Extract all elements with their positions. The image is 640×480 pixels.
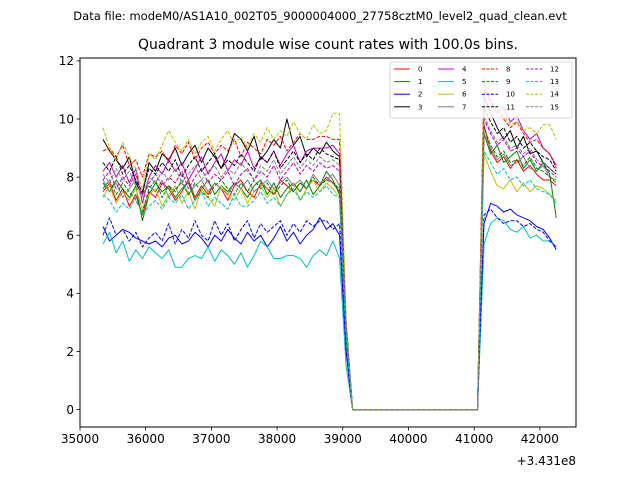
legend-label-1: 1 <box>418 78 422 86</box>
legend-label-12: 12 <box>550 66 559 74</box>
legend-label-5: 5 <box>462 78 466 86</box>
y-axis: 0 2 4 6 8 10 12 <box>59 54 80 417</box>
y-tick-label: 6 <box>66 229 74 243</box>
series-line-0 <box>102 124 557 411</box>
series-line-13 <box>102 150 557 411</box>
y-tick-label: 10 <box>59 112 74 126</box>
x-tick-label: 39000 <box>324 432 362 446</box>
y-tick-label: 0 <box>66 403 74 417</box>
legend-box <box>389 61 573 119</box>
legend-label-6: 6 <box>462 91 467 99</box>
x-tick-label: 38000 <box>258 432 296 446</box>
series-line-2 <box>102 202 557 411</box>
legend-label-13: 13 <box>550 78 559 86</box>
legend-label-0: 0 <box>418 66 422 74</box>
legend-label-14: 14 <box>550 91 559 99</box>
series-line-12 <box>102 118 557 411</box>
x-tick-label: 40000 <box>389 432 427 446</box>
series-line-1 <box>102 133 557 411</box>
series-line-9 <box>102 127 557 411</box>
y-tick-label: 4 <box>66 287 74 301</box>
x-tick-label: 36000 <box>127 432 165 446</box>
series-line-11 <box>102 106 557 411</box>
legend-label-8: 8 <box>506 66 510 74</box>
series-line-10 <box>102 208 557 411</box>
y-tick-label: 12 <box>59 54 74 68</box>
y-tick-label: 8 <box>66 170 74 184</box>
plot-frame <box>79 57 577 428</box>
x-tick-label: 37000 <box>192 432 230 446</box>
legend-label-10: 10 <box>506 91 515 99</box>
series-line-5 <box>102 217 557 411</box>
series-line-14 <box>102 74 557 411</box>
legend-label-3: 3 <box>418 103 422 111</box>
legend-label-15: 15 <box>550 103 559 111</box>
x-axis: 35000 36000 37000 38000 39000 40000 41000 42000 <box>61 427 559 446</box>
legend-label-7: 7 <box>462 103 466 111</box>
chart-title: Quadrant 3 module wise count rates with … <box>138 37 518 53</box>
y-tick-label: 2 <box>66 345 74 359</box>
x-tick-label: 41000 <box>455 432 493 446</box>
legend-label-11: 11 <box>506 103 515 111</box>
series-line-15 <box>102 115 557 411</box>
series-layer <box>102 74 557 411</box>
legend-label-9: 9 <box>506 78 510 86</box>
legend-label-4: 4 <box>462 66 467 74</box>
x-tick-label: 42000 <box>521 432 559 446</box>
series-line-4 <box>102 83 557 411</box>
legend-label-2: 2 <box>418 91 422 99</box>
chart-suptitle: Data file: modeM0/AS1A10_002T05_90000040… <box>73 9 567 23</box>
series-line-6 <box>102 153 557 411</box>
x-offset-label: +3.431e8 <box>517 454 576 468</box>
x-tick-label: 35000 <box>61 432 99 446</box>
